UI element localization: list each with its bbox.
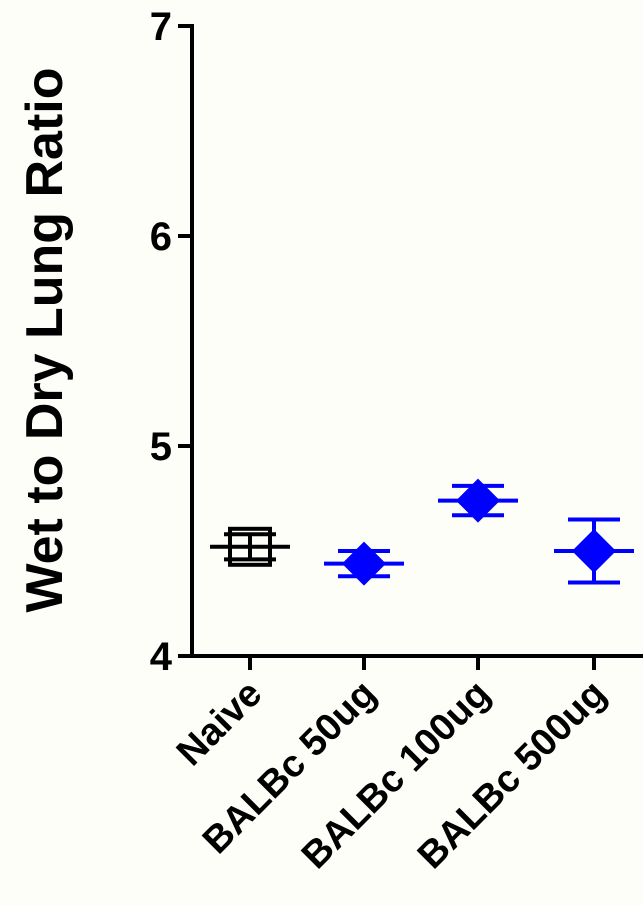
y-tick-label: 5 bbox=[150, 425, 172, 469]
data-marks bbox=[210, 478, 634, 586]
y-tick-label: 4 bbox=[150, 635, 173, 679]
y-tick-label: 6 bbox=[150, 215, 172, 259]
y-tick-label: 7 bbox=[150, 5, 172, 49]
y-axis-label: Wet to Dry Lung Ratio bbox=[16, 67, 74, 612]
x-tick-label: Naive bbox=[169, 673, 270, 774]
